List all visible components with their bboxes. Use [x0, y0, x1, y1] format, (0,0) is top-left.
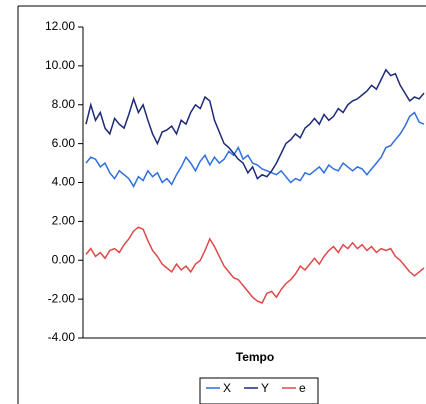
y-tick-label: 0.00 — [52, 252, 76, 266]
legend-box — [199, 377, 319, 404]
y-tick-label: -4.00 — [48, 330, 76, 344]
y-tick-label: -2.00 — [48, 291, 76, 305]
y-tick-label: 12.00 — [45, 19, 75, 33]
y-tick-label: 8.00 — [52, 97, 76, 111]
series-line — [85, 111, 425, 188]
y-tick-label: 6.00 — [52, 136, 76, 150]
legend-label: e — [299, 381, 306, 395]
x-axis-title: Tempo — [236, 350, 274, 364]
legend-label: Y — [261, 381, 269, 395]
series-line — [85, 68, 425, 180]
y-tick-label: 10.00 — [45, 58, 75, 72]
y-tick-label: 4.00 — [52, 175, 76, 189]
series-line — [85, 226, 425, 304]
y-tick-label: 2.00 — [52, 214, 76, 228]
legend-label: X — [223, 381, 231, 395]
